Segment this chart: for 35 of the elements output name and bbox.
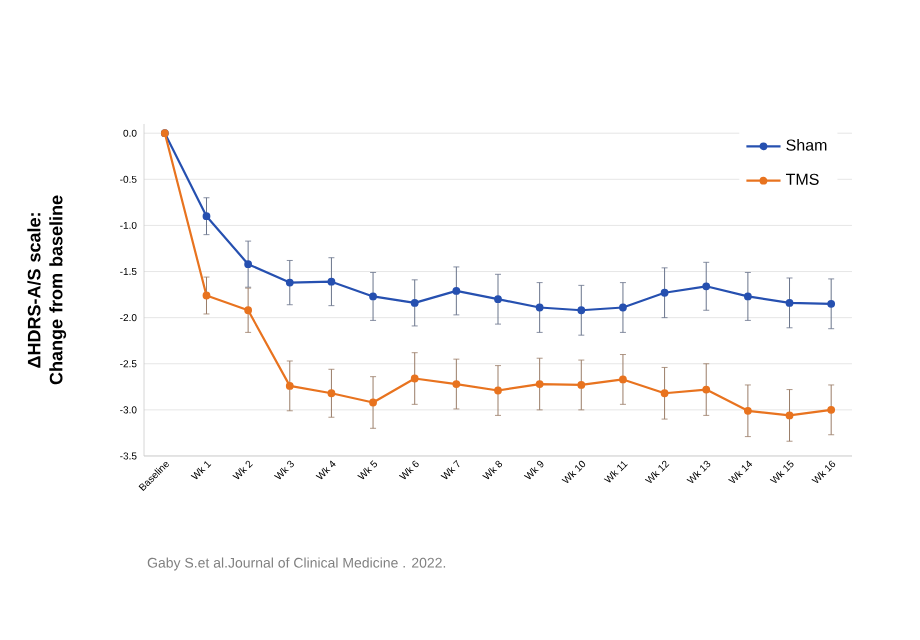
point xyxy=(743,406,752,415)
point xyxy=(285,381,294,390)
point xyxy=(244,260,253,269)
point xyxy=(660,389,669,398)
point xyxy=(577,381,586,389)
point xyxy=(660,288,669,297)
point xyxy=(452,287,461,295)
point xyxy=(327,389,336,398)
point xyxy=(619,375,627,384)
point xyxy=(785,299,794,307)
point xyxy=(535,380,544,388)
point xyxy=(494,386,502,395)
point xyxy=(202,291,211,300)
point xyxy=(827,405,836,414)
point xyxy=(494,295,502,304)
point xyxy=(244,306,253,315)
point xyxy=(410,374,419,383)
point xyxy=(327,277,336,286)
point xyxy=(827,299,836,308)
point xyxy=(535,303,544,312)
point xyxy=(702,282,711,291)
point xyxy=(785,411,794,420)
point xyxy=(202,212,211,221)
point xyxy=(410,299,419,307)
point xyxy=(285,278,294,287)
point xyxy=(577,306,586,315)
point xyxy=(743,292,752,301)
point xyxy=(369,398,377,407)
point xyxy=(619,303,627,312)
legend-label: TMS xyxy=(785,173,819,185)
point xyxy=(369,292,377,301)
point xyxy=(702,385,711,394)
y-axis-title: ΔHDRS-A/S scale: Change from baseline xyxy=(27,195,67,385)
point xyxy=(452,380,461,388)
legend-label: Sham xyxy=(786,139,827,151)
